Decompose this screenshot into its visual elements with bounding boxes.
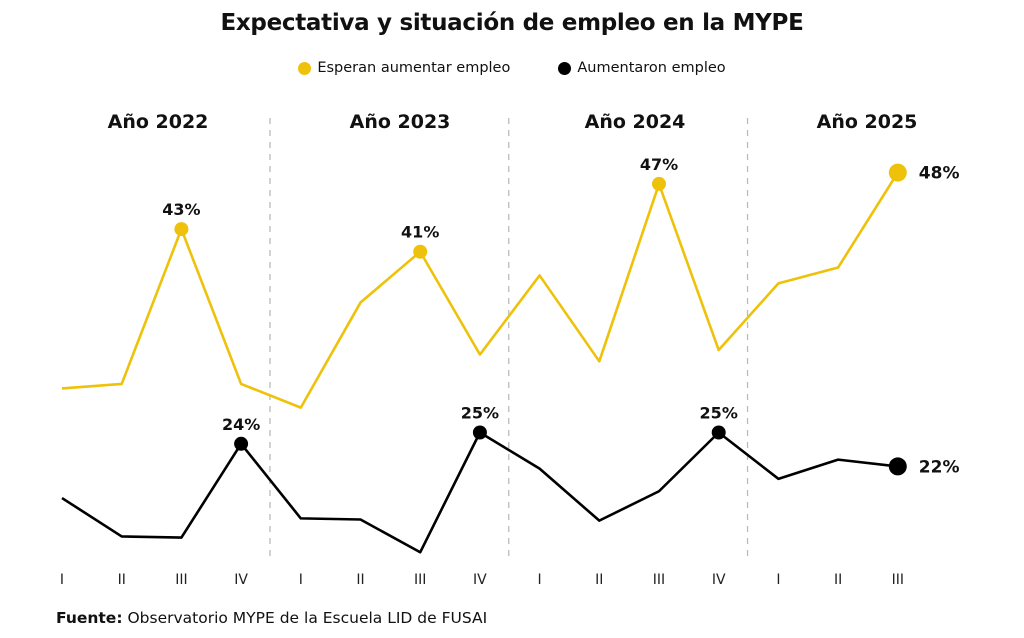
- black-dot-icon: [558, 61, 572, 75]
- x-tick-label: I: [538, 572, 542, 588]
- x-tick-label: III: [653, 572, 665, 588]
- x-tick-label: IV: [473, 572, 487, 588]
- data-point: [234, 436, 249, 451]
- data-point: [472, 425, 487, 440]
- year-label: Año 2022: [108, 111, 209, 133]
- x-tick-label: III: [175, 572, 187, 588]
- x-tick-label: III: [892, 572, 904, 588]
- source-text: Observatorio MYPE de la Escuela LID de F…: [122, 609, 488, 627]
- data-point: [888, 163, 907, 182]
- chart-title: Expectativa y situación de empleo en la …: [220, 10, 804, 36]
- legend-label: Aumentaron empleo: [577, 60, 726, 76]
- x-tick-label: III: [414, 572, 426, 588]
- x-tick-label: IV: [712, 572, 726, 588]
- legend-label: Esperan aumentar empleo: [317, 60, 511, 76]
- legend: Esperan aumentar empleo Aumentaron emple…: [0, 60, 1024, 76]
- data-point: [711, 425, 726, 440]
- data-label: 24%: [222, 415, 260, 434]
- year-label: Año 2023: [350, 111, 451, 133]
- legend-item-actual: Aumentaron empleo: [558, 60, 726, 76]
- x-tick-label: IV: [234, 572, 248, 588]
- x-tick-label: II: [118, 572, 126, 588]
- x-tick-label: I: [776, 572, 780, 588]
- x-tick-label: II: [834, 572, 842, 588]
- source-label: Fuente:: [56, 609, 123, 627]
- x-tick-label: I: [60, 572, 64, 588]
- year-label: Año 2024: [585, 111, 686, 133]
- x-tick-label: I: [299, 572, 303, 588]
- data-point: [174, 222, 189, 237]
- data-label: 48%: [919, 164, 960, 184]
- series-line-0: [61, 171, 899, 409]
- year-label: Año 2025: [817, 111, 918, 133]
- data-point: [888, 457, 907, 476]
- data-label: 25%: [700, 404, 738, 423]
- data-label: 22%: [919, 457, 960, 477]
- source-note: Fuente: Observatorio MYPE de la Escuela …: [56, 609, 487, 627]
- data-label: 47%: [640, 155, 678, 174]
- x-tick-label: II: [595, 572, 603, 588]
- series-line-1: [61, 431, 898, 554]
- data-point: [652, 176, 666, 191]
- data-point: [413, 244, 428, 259]
- x-tick-label: II: [356, 572, 364, 588]
- yellow-dot-icon: [298, 61, 312, 75]
- legend-item-expect: Esperan aumentar empleo: [298, 60, 510, 76]
- data-label: 41%: [401, 223, 439, 242]
- data-label: 25%: [461, 404, 499, 423]
- data-label: 43%: [162, 200, 200, 219]
